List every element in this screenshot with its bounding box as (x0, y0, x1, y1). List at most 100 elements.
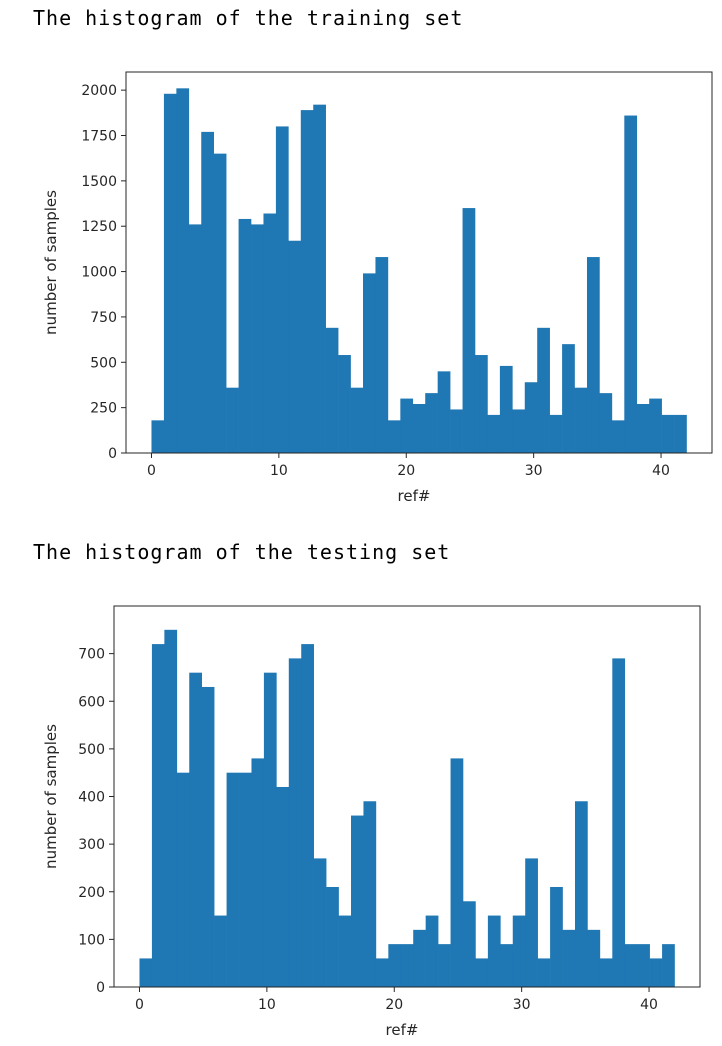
training-bar-27 (487, 414, 501, 453)
testing-bar-28 (487, 915, 501, 987)
training-bar-20 (400, 398, 414, 453)
testing-bar-37 (599, 958, 613, 987)
training-xtick-label: 20 (397, 463, 415, 479)
training-bar-30 (524, 382, 538, 453)
testing-ytick-label: 600 (78, 694, 105, 710)
training-bar-5 (213, 153, 227, 453)
testing-bar-26 (462, 901, 476, 987)
training-bar-17 (363, 273, 376, 453)
training-xtick-label: 40 (652, 463, 670, 479)
training-bar-42 (674, 414, 687, 453)
training-bar-34 (574, 387, 588, 453)
testing-bars (139, 629, 675, 987)
training-axes-frame (125, 71, 713, 454)
testing-bar-30 (512, 915, 526, 987)
testing-bar-17 (351, 815, 364, 987)
training-bar-21 (412, 404, 426, 453)
testing-bar-10 (263, 672, 277, 987)
testing-xtick-label: 30 (513, 997, 531, 1013)
training-bar-14 (325, 327, 339, 453)
testing-bar-4 (189, 672, 202, 987)
testing-ytick-label: 400 (78, 790, 105, 806)
training-bar-2 (176, 88, 190, 453)
training-bar-13 (313, 104, 326, 454)
testing-bar-9 (251, 758, 265, 987)
training-bar-31 (537, 327, 550, 453)
training-ytick-label: 750 (90, 310, 117, 326)
training-y-axis-label: number of samples (42, 190, 60, 335)
training-bar-24 (450, 409, 463, 453)
training-bar-18 (375, 257, 389, 453)
training-bar-35 (586, 257, 600, 453)
testing-bar-1 (151, 644, 165, 987)
testing-bar-24 (438, 944, 451, 987)
testing-bar-16 (338, 915, 352, 987)
training-bar-1 (163, 93, 177, 454)
training-histogram-heading: The histogram of the training set (33, 6, 464, 30)
training-ytick-label: 250 (90, 401, 117, 417)
testing-bar-11 (276, 786, 290, 987)
training-bar-16 (350, 387, 364, 453)
training-bar-38 (624, 115, 638, 454)
training-bar-37 (611, 420, 625, 453)
testing-bar-39 (624, 944, 638, 987)
training-bar-33 (562, 344, 575, 453)
training-xtick-label: 0 (147, 463, 156, 479)
training-bar-29 (512, 409, 526, 453)
training-ytick-label: 500 (90, 355, 117, 371)
training-bar-15 (338, 355, 351, 453)
training-bar-8 (251, 224, 264, 453)
training-bar-23 (437, 371, 451, 453)
testing-ytick-label: 200 (78, 885, 105, 901)
training-xtick-label: 10 (270, 463, 288, 479)
testing-histogram-heading: The histogram of the testing set (33, 540, 451, 564)
testing-bar-6 (214, 915, 227, 987)
testing-bar-25 (450, 758, 464, 987)
testing-bar-33 (550, 886, 563, 987)
training-bar-41 (661, 414, 675, 453)
testing-bar-12 (288, 658, 302, 987)
testing-bar-2 (164, 629, 178, 987)
testing-xtick-label: 40 (640, 997, 658, 1013)
training-bar-28 (499, 365, 513, 453)
testing-bar-20 (388, 944, 402, 987)
testing-bar-22 (413, 929, 426, 987)
testing-y-axis-label: number of samples (42, 724, 60, 869)
testing-bar-5 (201, 686, 215, 987)
training-bar-22 (425, 393, 438, 453)
training-bar-0 (151, 420, 165, 453)
testing-bar-15 (326, 886, 339, 987)
training-bars (151, 88, 687, 454)
training-bar-19 (387, 420, 401, 453)
testing-ytick-label: 500 (78, 742, 105, 758)
testing-bar-32 (537, 958, 551, 987)
testing-bar-3 (176, 772, 190, 987)
testing-xtick-label: 0 (135, 997, 144, 1013)
training-bar-36 (599, 393, 613, 453)
training-bar-39 (636, 404, 650, 453)
testing-bar-36 (587, 929, 601, 987)
testing-bar-29 (500, 944, 514, 987)
training-bar-25 (462, 208, 476, 453)
training-ytick-label: 0 (108, 446, 117, 462)
training-x-axis-label: ref# (398, 487, 431, 505)
testing-bar-35 (574, 801, 588, 987)
testing-bar-19 (375, 958, 389, 987)
training-histogram-chart: 0 10 20 30 40 0 250 500 750 1000 1250 1500 1750 2000 r… (42, 71, 713, 505)
testing-x-axis-label: ref# (386, 1021, 419, 1039)
testing-xtick-label: 20 (385, 997, 403, 1013)
testing-bar-38 (612, 658, 626, 987)
training-ytick-label: 1000 (81, 265, 117, 281)
training-bar-32 (549, 414, 563, 453)
testing-bar-18 (363, 801, 377, 987)
testing-bar-21 (400, 944, 414, 987)
testing-bar-31 (525, 858, 538, 987)
training-bar-12 (300, 110, 314, 453)
training-bar-40 (649, 398, 662, 453)
testing-bar-27 (475, 958, 489, 987)
training-bar-7 (238, 218, 252, 453)
testing-bar-13 (301, 644, 314, 987)
testing-bar-23 (425, 915, 439, 987)
testing-ytick-label: 300 (78, 837, 105, 853)
